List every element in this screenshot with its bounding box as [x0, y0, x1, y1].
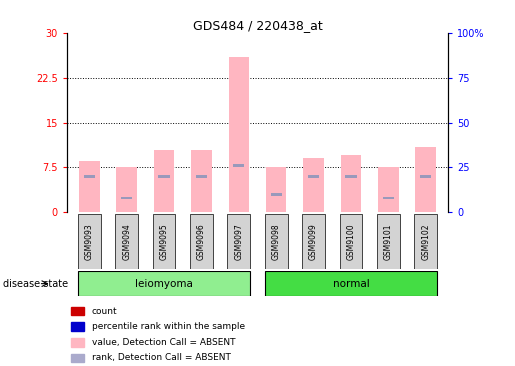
Bar	[228, 214, 250, 269]
Bar	[71, 307, 84, 315]
Bar	[266, 168, 286, 212]
Bar	[79, 161, 99, 212]
Bar	[416, 146, 436, 212]
Text: GSM9097: GSM9097	[234, 223, 243, 260]
Text: GSM9096: GSM9096	[197, 223, 206, 260]
Text: value, Detection Call = ABSENT: value, Detection Call = ABSENT	[92, 338, 235, 347]
Bar	[191, 150, 212, 212]
Bar	[71, 338, 84, 347]
Text: GSM9102: GSM9102	[421, 223, 430, 260]
Bar	[154, 150, 175, 212]
Bar	[84, 175, 95, 178]
Text: GSM9099: GSM9099	[309, 223, 318, 260]
Bar	[265, 214, 287, 269]
Bar	[270, 193, 282, 196]
Bar	[345, 175, 356, 178]
Bar	[78, 271, 250, 296]
Bar	[121, 197, 132, 199]
Bar	[308, 175, 319, 178]
Bar	[340, 156, 361, 212]
Bar	[115, 214, 138, 269]
Bar	[229, 57, 249, 212]
Bar	[377, 214, 400, 269]
Bar	[71, 322, 84, 331]
Bar	[303, 158, 324, 212]
Bar	[159, 175, 170, 178]
Text: GSM9095: GSM9095	[160, 223, 168, 260]
Bar	[378, 168, 399, 212]
Bar	[420, 175, 431, 178]
Text: rank, Detection Call = ABSENT: rank, Detection Call = ABSENT	[92, 354, 231, 362]
Text: GSM9094: GSM9094	[122, 223, 131, 260]
Text: percentile rank within the sample: percentile rank within the sample	[92, 322, 245, 331]
Text: GSM9101: GSM9101	[384, 223, 393, 260]
Text: GSM9100: GSM9100	[347, 223, 355, 260]
Bar	[153, 214, 176, 269]
Text: GSM9098: GSM9098	[272, 223, 281, 260]
Bar	[190, 214, 213, 269]
Bar	[116, 168, 137, 212]
Bar	[265, 271, 437, 296]
Bar	[339, 214, 363, 269]
Text: leiomyoma: leiomyoma	[135, 279, 193, 289]
Bar	[71, 354, 84, 362]
Text: GSM9093: GSM9093	[85, 223, 94, 260]
Bar	[196, 175, 207, 178]
Bar	[78, 214, 101, 269]
Title: GDS484 / 220438_at: GDS484 / 220438_at	[193, 19, 322, 32]
Bar	[233, 164, 245, 167]
Text: count: count	[92, 307, 117, 316]
Text: disease state: disease state	[3, 279, 67, 289]
Text: normal: normal	[333, 279, 369, 289]
Bar	[302, 214, 325, 269]
Bar	[414, 214, 437, 269]
Bar	[383, 197, 394, 199]
